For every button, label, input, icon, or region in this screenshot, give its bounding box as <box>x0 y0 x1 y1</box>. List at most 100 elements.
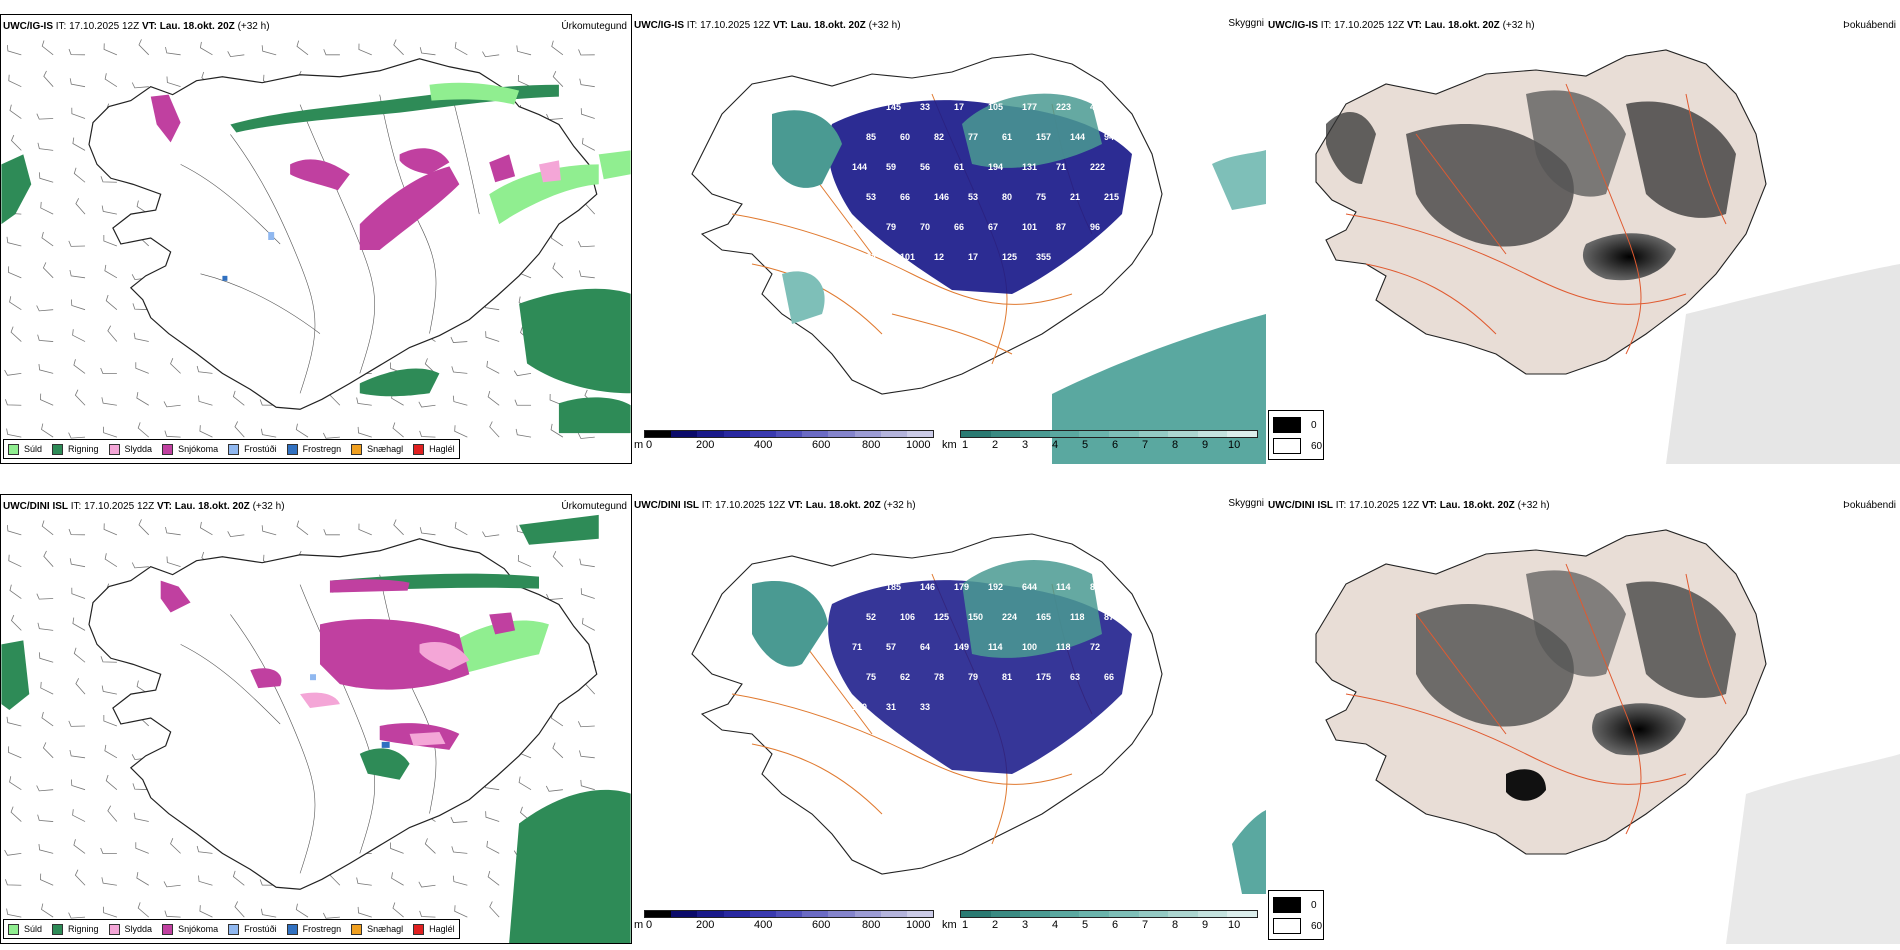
panel-title: Skyggni <box>1228 18 1264 29</box>
wind-barb <box>138 519 150 536</box>
legend-item-hail: Haglél <box>413 443 455 455</box>
rain-area <box>359 368 440 397</box>
legend-swatch <box>8 443 19 455</box>
cloud-base-label: 145 <box>886 102 901 112</box>
mid-cloud-area <box>962 93 1102 168</box>
colorbar-segment <box>775 911 803 917</box>
wind-barb <box>9 104 22 119</box>
cloud-base-label: 118 <box>1070 612 1085 622</box>
fog-legend-swatch <box>1273 417 1301 433</box>
wind-barb <box>578 49 595 56</box>
wind-barb <box>68 48 86 56</box>
wind-barb <box>105 774 118 790</box>
cloud-base-label: 57 <box>886 642 896 652</box>
panel-header: UWC/DINI ISL IT: 17.10.2025 12Z VT: Lau.… <box>634 500 916 511</box>
wind-barb <box>103 523 118 536</box>
model-name: UWC/IG-IS <box>634 20 684 31</box>
wind-barb <box>5 879 22 886</box>
wind-barb <box>73 839 86 854</box>
wind-barb <box>170 358 181 374</box>
wind-barb <box>393 519 404 536</box>
cloud-base-label: 56 <box>920 162 930 172</box>
wind-barb <box>72 137 86 151</box>
wind-barb <box>102 426 118 438</box>
wind-barb <box>550 423 564 438</box>
wind-barb <box>38 172 54 183</box>
cloud-base-label: 66 <box>1104 672 1114 682</box>
wind-barb <box>136 872 149 886</box>
wind-barb <box>424 358 436 374</box>
cloud-base-label: 114 <box>1056 582 1071 592</box>
wind-barb <box>73 167 86 183</box>
sleet-area <box>300 692 340 709</box>
wind-barb <box>104 73 118 88</box>
cloud-base-label: 146 <box>934 192 949 202</box>
wind-barb <box>5 399 22 406</box>
wind-barb <box>579 558 595 568</box>
fog-black-area <box>1506 769 1546 801</box>
wind-barb <box>70 779 86 791</box>
cloud-base-label: 59 <box>886 162 896 172</box>
cloud-base-label: 79 <box>886 222 896 232</box>
wind-barb <box>552 550 564 567</box>
snow-area <box>489 612 516 635</box>
legend-swatch <box>286 443 298 455</box>
cloud-base-label: 71 <box>852 642 862 652</box>
wind-barb <box>38 843 54 854</box>
wind-barb <box>133 332 149 342</box>
cloud-base-label: 106 <box>900 612 915 622</box>
cloud-map: 152 145 33 17 105 177 223 420 85 60 82 77 61 157 144 94… <box>691 53 1266 464</box>
fog-panel-top: UWC/IG-IS IT: 17.10.2025 12Z VT: Lau. 18… <box>1266 14 1900 464</box>
wind-barb <box>579 270 595 279</box>
wind-barb <box>489 901 500 918</box>
cloud-base-label: 114 <box>988 642 1003 652</box>
wind-barb <box>323 529 340 536</box>
wind-barb <box>4 849 22 856</box>
wind-barb <box>68 912 86 919</box>
mid-cloud-area <box>752 581 828 667</box>
rain-area <box>519 288 631 394</box>
legend-item-rain: Rigning <box>52 443 99 455</box>
wind-barb <box>8 554 22 568</box>
fog-dark-area <box>1526 90 1626 197</box>
wind-barb <box>261 45 277 56</box>
cloud-base-label: 131 <box>1022 162 1037 172</box>
panel-header: UWC/DINI ISL IT: 17.10.2025 12Z VT: Lau.… <box>1268 500 1550 511</box>
sleet-area <box>409 731 446 746</box>
cloud-base-label: 192 <box>988 582 1003 592</box>
legend-item-sleet: Slydda <box>108 923 152 935</box>
colorbar-segment <box>990 431 1021 437</box>
sea-visibility <box>1052 314 1266 464</box>
precip-map <box>1 514 631 943</box>
cloud-base-label: 33 <box>920 102 930 112</box>
wind-barb <box>486 840 500 854</box>
colorbar-segment <box>1138 911 1169 917</box>
wind-barb <box>74 389 86 406</box>
wind-barb <box>10 806 22 822</box>
cloud-base-label: 67 <box>988 222 998 232</box>
cloud-base-label: 223 <box>1056 102 1071 112</box>
wind-barb <box>69 558 86 568</box>
fog-legend-swatch <box>1273 897 1301 913</box>
wind-barb <box>454 41 468 56</box>
wind-barb <box>10 326 22 342</box>
panel-header: UWC/DINI ISL IT: 17.10.2025 12Z VT: Lau.… <box>3 501 285 512</box>
wind-barb <box>199 905 213 918</box>
colorbar-segment <box>1108 431 1139 437</box>
wind-barb <box>132 783 149 791</box>
rivers <box>180 84 480 394</box>
wind-barb <box>68 528 86 536</box>
cloud-base-label: 66 <box>900 192 910 202</box>
wind-barb <box>69 269 86 279</box>
cloud-base-label: 152 <box>852 102 867 112</box>
wind-barb <box>101 877 117 886</box>
panel-header: UWC/IG-IS IT: 17.10.2025 12Z VT: Lau. 18… <box>3 21 270 32</box>
colorbar-segment <box>828 431 855 437</box>
legend-item-snow: Snjókoma <box>162 443 218 455</box>
wind-barb <box>419 47 436 56</box>
snow-area <box>290 159 350 191</box>
wind-barb <box>198 395 213 406</box>
legend-swatch <box>108 923 120 935</box>
wind-barb <box>577 241 595 248</box>
cloud-base-label: 101 <box>1022 222 1037 232</box>
